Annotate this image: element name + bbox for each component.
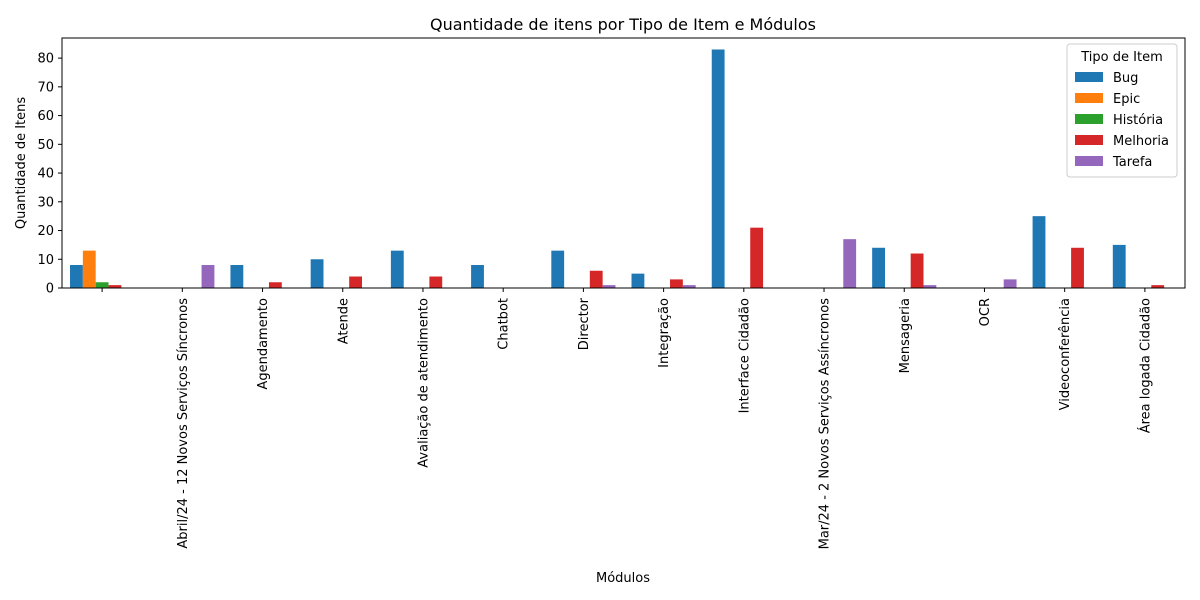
y-tick-label: 30 [37,195,54,210]
legend-swatch [1075,135,1103,145]
y-tick-label: 60 [37,109,54,124]
x-tick-label: Mensageria [898,298,913,373]
bar-bug [1112,244,1126,288]
bar-melhoria [1071,247,1084,288]
legend-swatch [1075,156,1103,166]
bar-bug [872,247,885,288]
bar-bug [310,259,324,288]
x-tick-label: OCR [978,298,993,326]
bar-melhoria [108,285,122,288]
x-tick-label: Área logada Cidadão [1137,298,1153,433]
legend-label: Melhoria [1113,134,1169,149]
x-tick-label: Mar/24 - 2 Novos Serviços Assíncronos [818,298,833,550]
x-axis-label: Módulos [596,571,650,586]
y-tick-label: 20 [37,224,54,239]
bar-melhoria [910,253,924,288]
bar-tarefa [682,285,696,288]
legend-swatch [1075,114,1103,124]
legend-title: Tipo de Item [1080,50,1162,65]
bar-bug [631,273,645,288]
y-tick-label: 50 [37,138,54,153]
bar-bug [70,265,83,288]
legend-label: Epic [1113,92,1140,107]
x-tick-label: Abril/24 - 12 Novos Serviços Síncronos [176,298,191,549]
bar-tarefa [843,239,857,288]
bar-bug [230,265,244,288]
x-tick-label: Avaliação de atendimento [416,298,431,468]
bar-bug [390,250,404,288]
legend: Tipo de Item Bug Epic História Melhoria Taref… [1066,43,1178,178]
bar-tarefa [1003,279,1017,288]
bar-melhoria [349,276,362,288]
legend-label: História [1113,113,1163,128]
x-tick-label: Atende [336,298,351,344]
bar-melhoria [429,276,443,288]
bar-epic [82,250,96,288]
x-tick-label: Director [577,297,592,350]
bar-bug [471,265,484,288]
x-tick-label: Integração [657,298,672,368]
y-axis: 0 10 20 30 40 50 60 70 80 [37,52,62,297]
y-tick-label: 0 [46,282,54,297]
bar-tarefa [923,285,937,288]
bar-bug [1032,216,1046,288]
bar-melhoria [670,279,683,288]
bars-layer [70,49,1165,288]
bar-bug [551,250,565,288]
bar-melhoria [750,227,764,288]
legend-swatch [1075,93,1103,103]
y-tick-label: 70 [37,80,54,95]
bar-tarefa [602,285,616,288]
legend-swatch [1075,72,1103,82]
legend-label: Bug [1113,71,1138,86]
bar-melhoria [268,282,282,288]
legend-label: Tarefa [1112,155,1152,170]
bar-melhoria [589,270,603,288]
chart-title: Quantidade de itens por Tipo de Item e M… [430,15,816,34]
bar-tarefa [201,265,215,288]
bar-história [95,282,109,288]
x-tick-label: Interface Cidadão [737,298,752,413]
plot-frame [61,37,1186,289]
x-tick-label: Videoconferência [1058,298,1073,410]
y-tick-label: 40 [37,167,54,182]
bar-bug [711,49,725,288]
bar-melhoria [1151,285,1165,288]
x-tick-label: Agendamento [256,298,271,390]
x-tick-label: Chatbot [497,298,512,350]
y-tick-label: 10 [37,253,54,268]
y-tick-label: 80 [37,52,54,67]
x-axis: Abril/24 - 12 Novos Serviços Síncronos Ag… [101,288,1153,550]
y-axis-label: Quantidade de Itens [14,97,29,230]
